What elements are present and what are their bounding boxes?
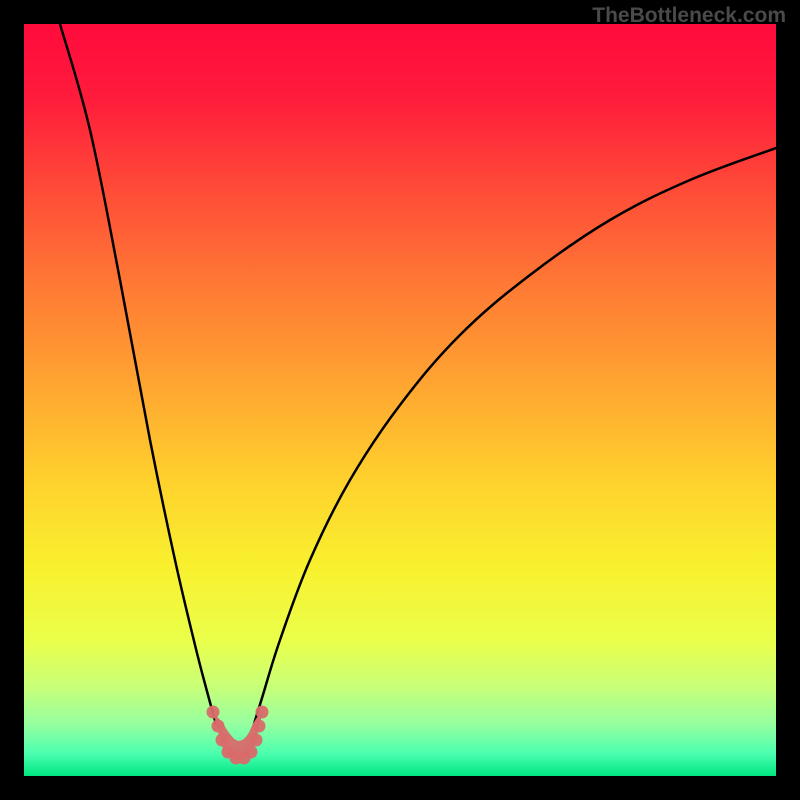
- notch-bead: [207, 706, 220, 719]
- bottleneck-chart: [0, 0, 800, 800]
- notch-bead: [245, 746, 258, 759]
- watermark-text: TheBottleneck.com: [592, 4, 786, 28]
- notch-bead: [256, 706, 269, 719]
- notch-bead: [253, 720, 266, 733]
- plot-background: [24, 24, 776, 776]
- notch-bead: [250, 734, 263, 747]
- chart-frame: TheBottleneck.com: [0, 0, 800, 800]
- notch-bead: [212, 720, 225, 733]
- notch-bead: [216, 734, 229, 747]
